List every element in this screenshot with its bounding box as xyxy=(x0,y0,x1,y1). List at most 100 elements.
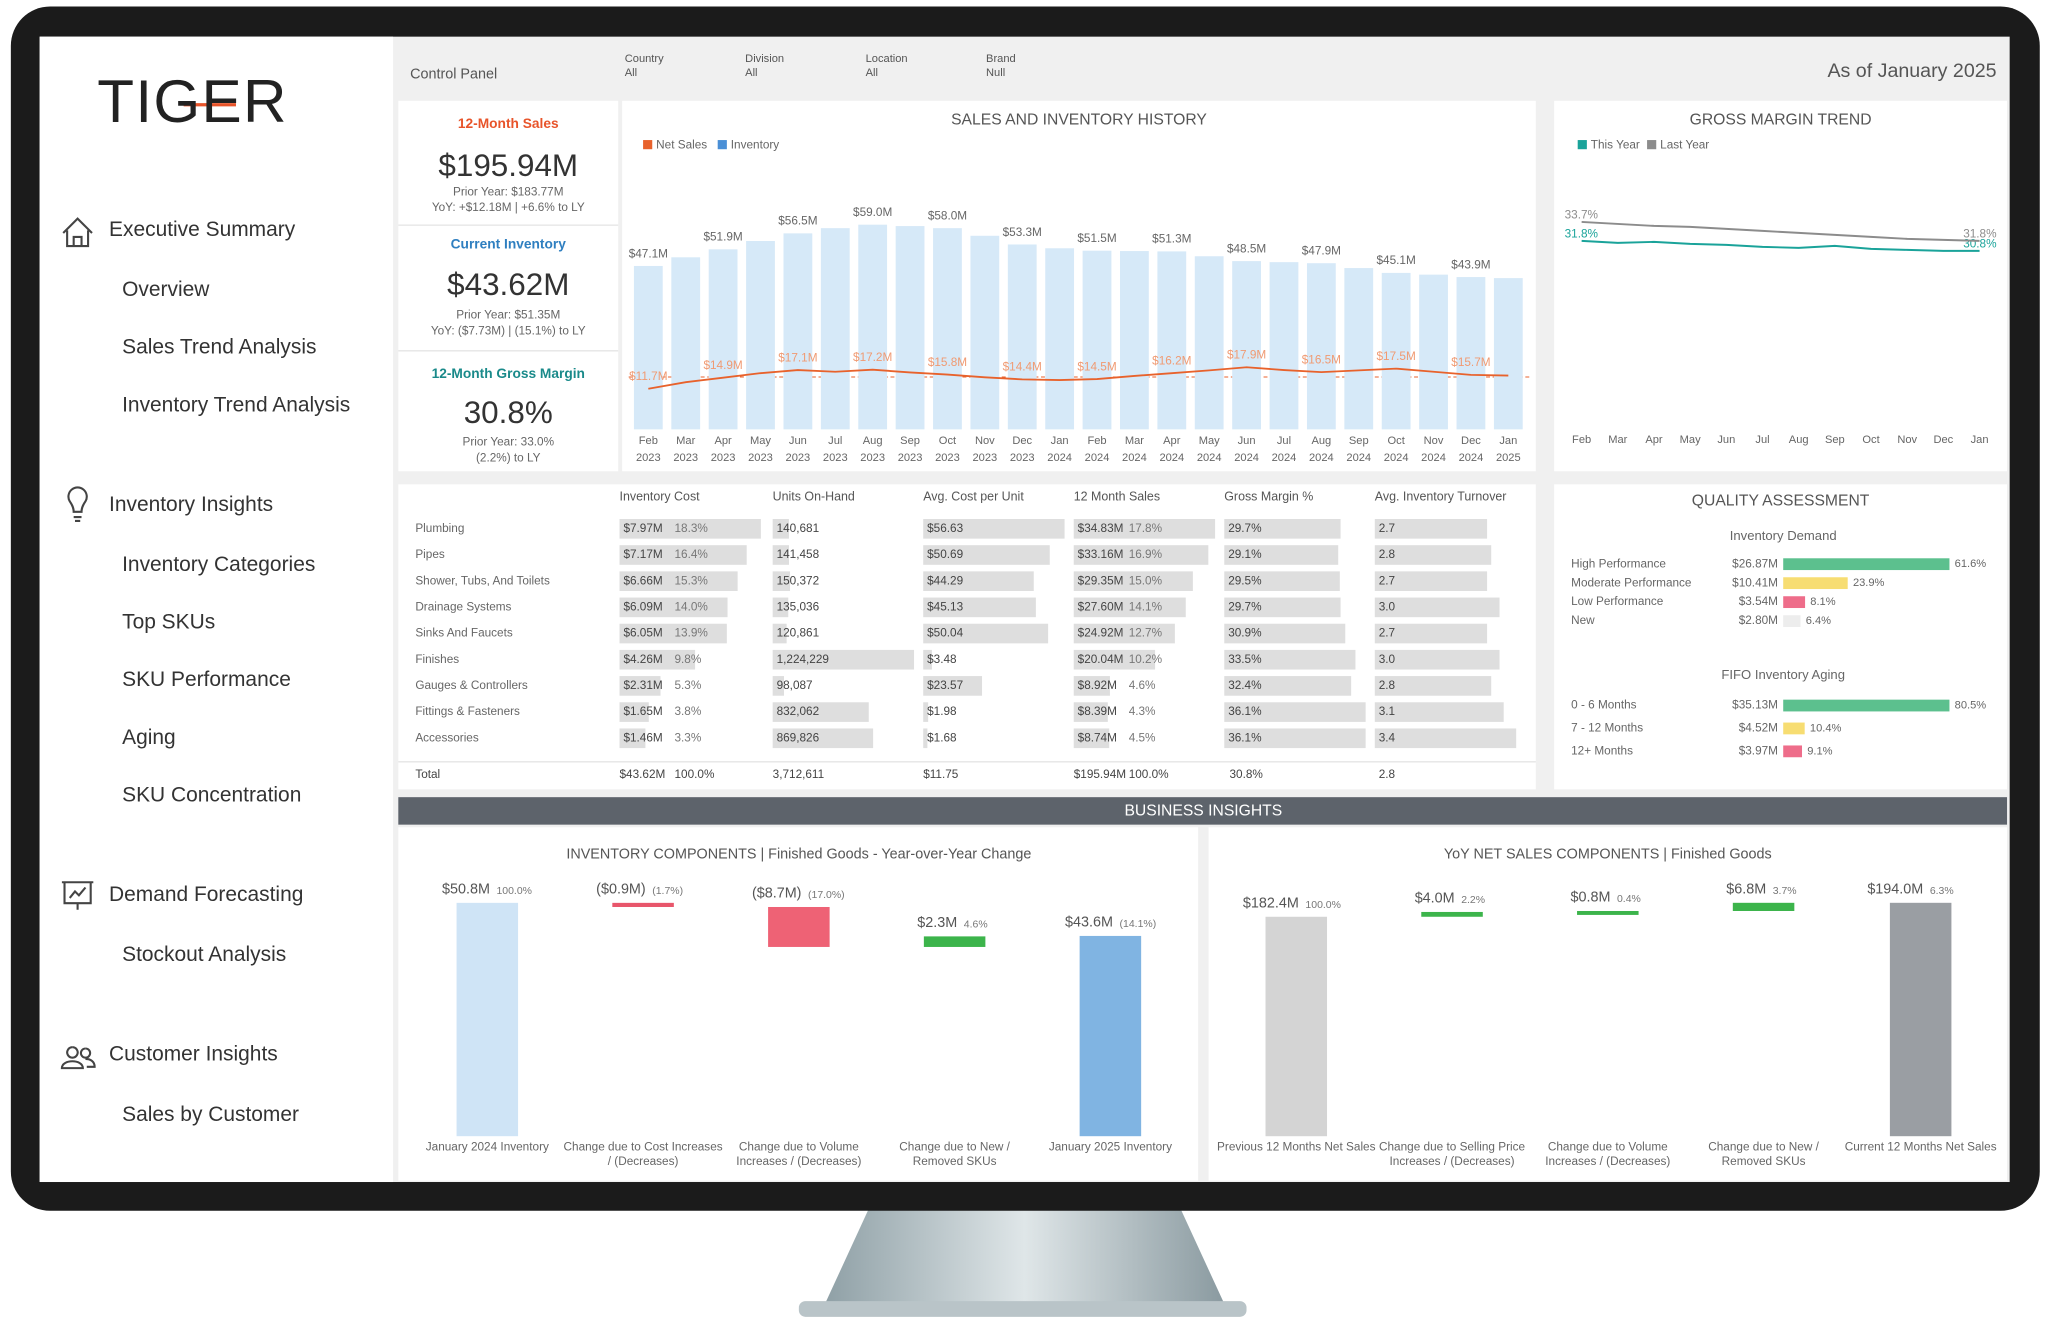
x-tick-label: 2023 xyxy=(860,452,885,464)
row-label: Drainage Systems xyxy=(415,600,511,613)
cell-value: $24.92M xyxy=(1078,627,1124,640)
cell-value: 3.0 xyxy=(1379,653,1396,666)
filter-value[interactable]: Null xyxy=(986,67,1005,79)
cell-bar xyxy=(772,649,915,670)
nav-item[interactable]: Inventory Categories xyxy=(122,553,315,576)
bar xyxy=(970,235,1000,430)
filter-label[interactable]: Brand xyxy=(986,53,1016,65)
nav-item[interactable]: Overview xyxy=(122,278,210,301)
row-label: Plumbing xyxy=(415,522,464,535)
value-label: $15.7M xyxy=(1451,356,1490,369)
value-label: $17.1M xyxy=(778,351,817,364)
kpi-prior: Prior Year: $183.77M xyxy=(453,186,564,199)
legend-label: Net Sales xyxy=(656,138,707,151)
x-tick-label: Nov xyxy=(975,435,995,447)
bar xyxy=(1157,251,1187,430)
nav-item[interactable]: Inventory Trend Analysis xyxy=(122,393,350,416)
cell-bar xyxy=(1374,676,1492,696)
cell-value: 3.4 xyxy=(1379,731,1396,744)
x-tick-label: 2024 xyxy=(1047,452,1072,464)
cell-bar xyxy=(1073,649,1156,670)
x-tick-label: Jul xyxy=(828,435,842,447)
filter-label[interactable]: Division xyxy=(745,53,784,65)
kpi-title: Current Inventory xyxy=(451,236,567,251)
share-label: 23.9% xyxy=(1853,577,1885,589)
people-icon xyxy=(60,1046,96,1070)
category-label: January 2024 Inventory xyxy=(426,1140,549,1153)
nav-icons xyxy=(60,217,96,1070)
cell-bar xyxy=(1073,597,1186,618)
cell-value: 120,861 xyxy=(777,627,820,640)
cell-value: 869,826 xyxy=(777,731,820,744)
waterfall-bar xyxy=(768,906,830,947)
kpi-value: 30.8% xyxy=(464,395,553,430)
cell-share: 15.3% xyxy=(675,574,709,587)
cell-bar xyxy=(1374,728,1517,749)
waterfall-bar xyxy=(1577,910,1639,915)
kpi-title: 12-Month Sales xyxy=(458,116,559,131)
kpi-value: $195.94M xyxy=(438,148,578,183)
cell-bar xyxy=(923,649,932,670)
bar xyxy=(1381,272,1411,430)
filter-label[interactable]: Location xyxy=(866,53,908,65)
x-tick-label: Feb xyxy=(1572,434,1591,446)
waterfall-panel xyxy=(1208,827,2008,1181)
cell-share: 4.6% xyxy=(1129,679,1156,692)
nav-item[interactable]: Sales Trend Analysis xyxy=(122,336,316,359)
nav-section[interactable]: Customer Insights xyxy=(109,1043,278,1066)
value-label: $51.3M xyxy=(1152,233,1191,246)
x-tick-label: 2023 xyxy=(711,452,736,464)
nav-item[interactable]: Aging xyxy=(122,726,176,749)
filter-value[interactable]: All xyxy=(866,67,878,79)
cell-value: $3.48 xyxy=(927,653,957,666)
value-label: $182.4M xyxy=(1243,895,1299,911)
pct-label: (14.1%) xyxy=(1120,919,1157,930)
nav-section[interactable]: Demand Forecasting xyxy=(109,883,303,906)
cell-bar xyxy=(772,623,787,644)
cell-value: $50.69 xyxy=(927,548,963,561)
value-label: $43.6M xyxy=(1065,915,1113,931)
kpi-panel xyxy=(398,100,619,472)
share-bar xyxy=(1783,745,1803,758)
pct-label: 100.0% xyxy=(496,886,532,897)
cell-bar xyxy=(619,676,661,696)
cell-value: 150,372 xyxy=(777,574,820,587)
cell-bar xyxy=(619,545,747,565)
value-label: $2.3M xyxy=(917,915,957,931)
x-tick-label: Sep xyxy=(1825,434,1845,446)
x-tick-label: Dec xyxy=(1012,435,1032,447)
value-label: $194.0M xyxy=(1867,882,1923,898)
cell-bar xyxy=(1073,519,1216,539)
kpi-change: YoY: ($7.73M) | (15.1%) to LY xyxy=(431,324,586,337)
value-label: 31.8% xyxy=(1565,227,1599,240)
bar xyxy=(895,226,925,430)
nav-item[interactable]: SKU Performance xyxy=(122,668,291,691)
filter-value[interactable]: All xyxy=(745,67,757,79)
line xyxy=(1581,220,1980,242)
filter-label[interactable]: Country xyxy=(625,53,664,65)
cell-bar xyxy=(1224,545,1339,565)
cell-share: 4.5% xyxy=(1129,731,1156,744)
cell-value: $27.60M xyxy=(1078,600,1124,613)
nav-item[interactable]: Sales by Customer xyxy=(122,1103,299,1126)
value-label: 31.8% xyxy=(1963,227,1997,240)
cell-value: 2.8 xyxy=(1379,548,1396,561)
nav-item[interactable]: SKU Concentration xyxy=(122,783,301,806)
bar xyxy=(1007,244,1037,430)
category-label-text: Change due to Selling Price Increases / … xyxy=(1379,1140,1526,1168)
nav-item[interactable]: Top SKUs xyxy=(122,611,215,634)
x-tick-label: Aug xyxy=(863,435,883,447)
x-tick-label: 2024 xyxy=(1234,452,1259,464)
nav-item[interactable]: Stockout Analysis xyxy=(122,943,286,966)
filter-value[interactable]: All xyxy=(625,67,637,79)
share-label: 9.1% xyxy=(1807,745,1832,757)
sidebar xyxy=(39,36,394,1183)
category-label: Change due to Cost Increases / (Decrease… xyxy=(564,1140,723,1167)
item-name: Moderate Performance xyxy=(1571,576,1692,589)
x-tick-label: 2023 xyxy=(636,452,661,464)
row-label: Accessories xyxy=(415,731,479,744)
category-label: Change due to Selling Price Increases / … xyxy=(1379,1140,1526,1168)
x-tick-label: Aug xyxy=(1789,434,1809,446)
nav-section[interactable]: Inventory Insights xyxy=(109,493,273,516)
nav-section[interactable]: Executive Summary xyxy=(109,218,296,241)
